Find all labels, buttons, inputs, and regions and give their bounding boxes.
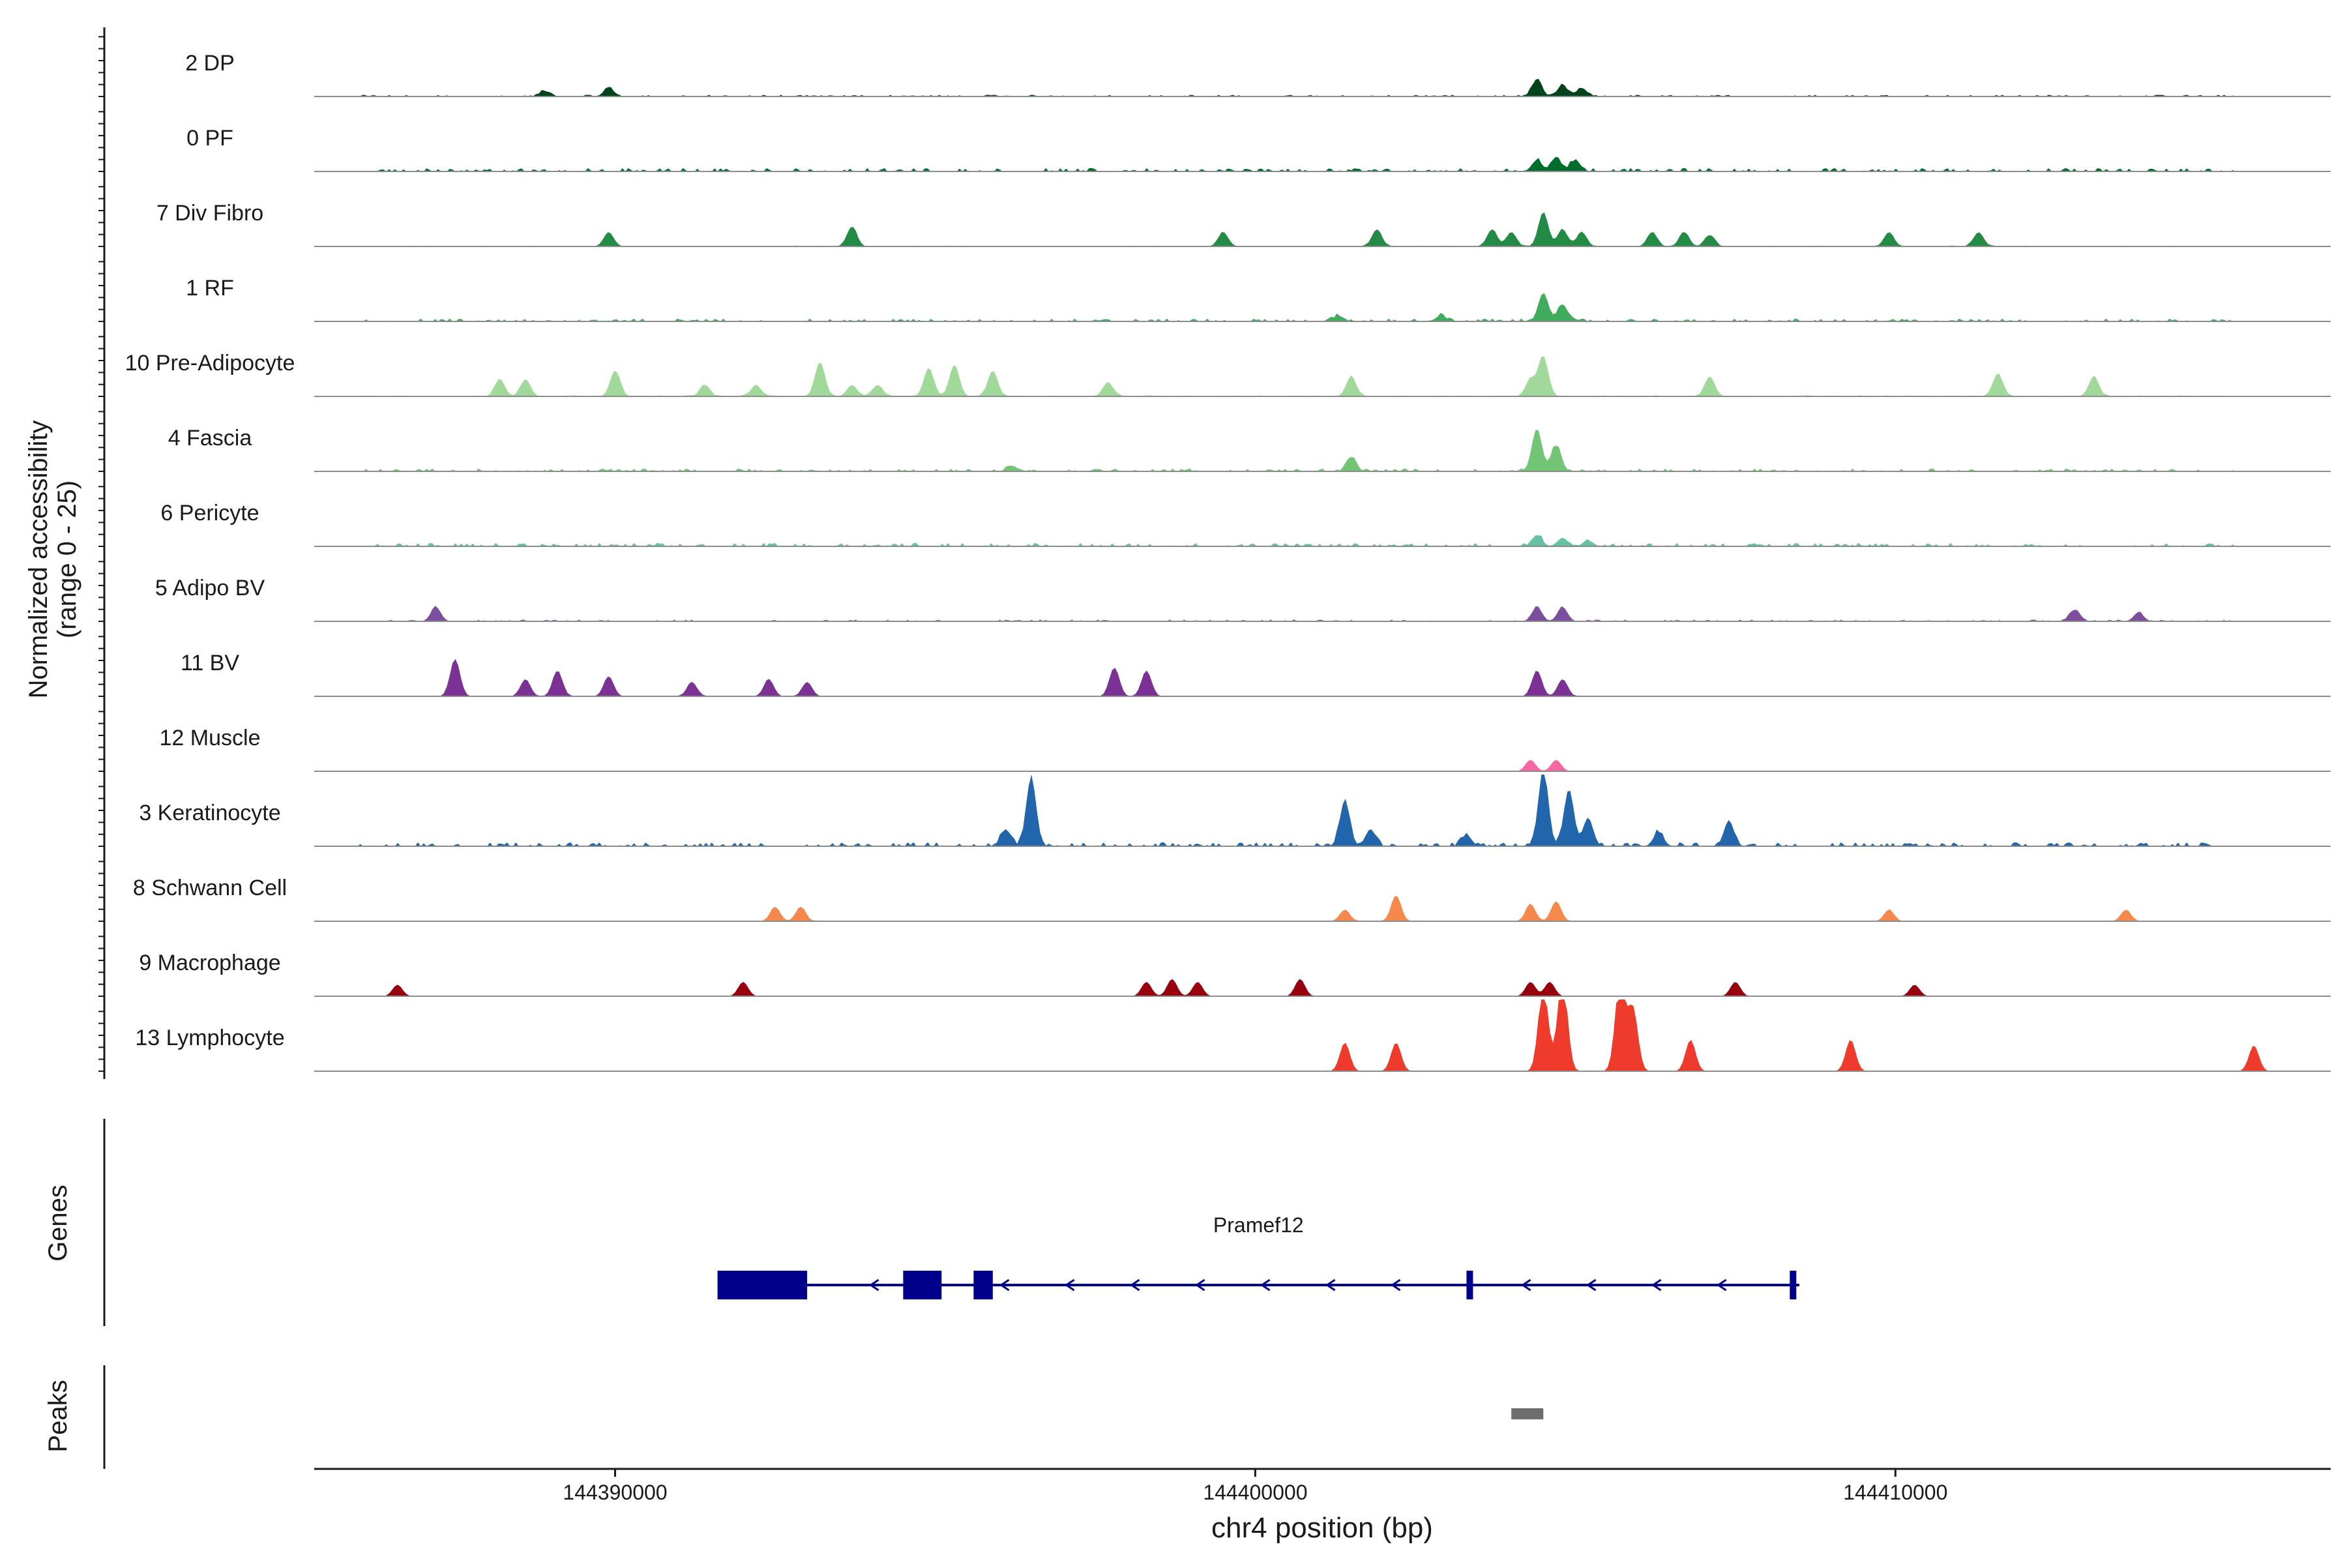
- track-label: 4 Fascia: [168, 426, 252, 451]
- gene-track-label: Genes: [44, 1185, 72, 1262]
- track-signal-area: [314, 896, 2331, 921]
- gene-exon: [1466, 1271, 1473, 1299]
- track-11-bv: 11 BV: [181, 651, 2331, 697]
- track-signal-area: [314, 78, 2331, 96]
- gene-track: Genes Pramef12: [44, 1119, 1800, 1326]
- track-signal-area: [314, 357, 2331, 396]
- track-label: 8 Schwann Cell: [133, 876, 287, 900]
- gene-exon: [1790, 1271, 1797, 1299]
- x-tick-label: 144410000: [1843, 1481, 1947, 1504]
- gene-name-label: Pramef12: [1213, 1213, 1304, 1237]
- gene-exon: [973, 1271, 993, 1299]
- track-8-schwann-cell: 8 Schwann Cell: [133, 876, 2331, 922]
- track-signal-area: [314, 760, 2331, 771]
- track-13-lymphocyte: 13 Lymphocyte: [135, 999, 2331, 1072]
- track-signal-area: [314, 293, 2331, 321]
- track-label: 13 Lymphocyte: [135, 1026, 284, 1050]
- coverage-tracks: 2 DP 0 PF 7 Div Fibro 1 RF 10 Pre-Adipocyte 4…: [125, 51, 2331, 1072]
- track-12-muscle: 12 Muscle: [160, 726, 2331, 772]
- gene-strand-arrow: [868, 1279, 879, 1292]
- track-3-keratinocyte: 3 Keratinocyte: [139, 775, 2331, 847]
- track-signal-area: [314, 156, 2331, 171]
- gene-strand-arrow: [1520, 1279, 1531, 1292]
- track-7-div-fibro: 7 Div Fibro: [156, 201, 2331, 247]
- track-4-fascia: 4 Fascia: [168, 426, 2331, 472]
- gene-exon: [903, 1271, 942, 1299]
- track-label: 12 Muscle: [160, 726, 261, 750]
- gene-strand-arrow: [1325, 1279, 1336, 1292]
- track-signal-area: [314, 999, 2331, 1071]
- gene-strand-arrow: [1129, 1279, 1140, 1292]
- y-axis-title: Normalized accessibility: [24, 421, 53, 699]
- track-label: 3 Keratinocyte: [139, 801, 280, 825]
- track-signal-area: [314, 606, 2331, 621]
- track-label: 1 RF: [186, 276, 234, 301]
- gene-strand-arrow: [999, 1279, 1010, 1292]
- track-signal-area: [314, 658, 2331, 696]
- track-signal-area: [314, 535, 2331, 546]
- track-signal-area: [314, 775, 2331, 846]
- x-axis-title: chr4 position (bp): [1211, 1512, 1433, 1544]
- gene-strand-arrow: [1651, 1279, 1662, 1292]
- track-signal-area: [314, 212, 2331, 246]
- gene-strand-arrow: [1716, 1279, 1727, 1292]
- track-label: 10 Pre-Adipocyte: [125, 351, 295, 376]
- track-6-pericyte: 6 Pericyte: [160, 501, 2331, 547]
- peaks-track-label: Peaks: [44, 1380, 72, 1452]
- track-label: 6 Pericyte: [160, 501, 259, 525]
- track-label: 0 PF: [186, 126, 233, 151]
- track-9-macrophage: 9 Macrophage: [139, 951, 2331, 997]
- x-tick-label: 144400000: [1203, 1481, 1307, 1504]
- gene-exon: [717, 1271, 808, 1299]
- peak-region: [1511, 1408, 1544, 1419]
- track-signal-area: [314, 430, 2331, 471]
- gene-strand-arrow: [1194, 1279, 1205, 1292]
- gene-strand-arrow: [1260, 1279, 1271, 1292]
- track-label: 11 BV: [181, 651, 239, 675]
- gene-strand-arrow: [1586, 1279, 1597, 1292]
- track-0-pf: 0 PF: [186, 126, 2331, 172]
- track-label: 5 Adipo BV: [155, 576, 265, 600]
- track-label: 2 DP: [185, 51, 235, 76]
- peaks-track: Peaks: [44, 1365, 1544, 1469]
- x-tick-label: 144390000: [563, 1481, 667, 1504]
- track-label: 7 Div Fibro: [156, 201, 263, 226]
- track-10-pre-adipocyte: 10 Pre-Adipocyte: [125, 351, 2331, 397]
- track-label: 9 Macrophage: [139, 951, 280, 975]
- y-axis: [98, 27, 106, 1079]
- track-2-dp: 2 DP: [185, 51, 2331, 97]
- y-axis-subtitle: (range 0 - 25): [53, 481, 81, 638]
- track-1-rf: 1 RF: [186, 276, 2331, 322]
- gene-strand-arrow: [1064, 1279, 1075, 1292]
- track-5-adipo-bv: 5 Adipo BV: [155, 576, 2331, 622]
- x-axis: 144390000 144400000 144410000: [314, 1468, 2331, 1504]
- gene-strand-arrow: [1390, 1279, 1401, 1292]
- track-signal-area: [314, 979, 2331, 996]
